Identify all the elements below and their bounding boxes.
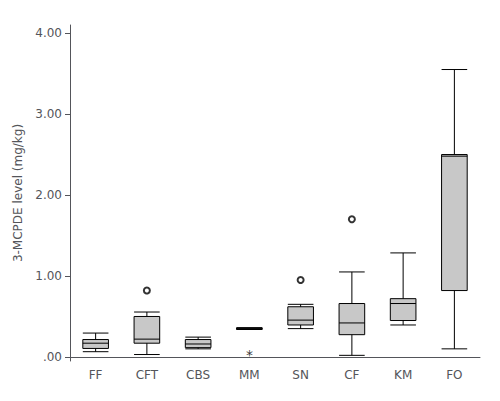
svg-text:CF: CF — [344, 368, 359, 382]
svg-text:4.00: 4.00 — [35, 26, 62, 40]
svg-text:SN: SN — [292, 368, 309, 382]
svg-text:CFT: CFT — [136, 368, 159, 382]
svg-text:MM: MM — [239, 368, 260, 382]
svg-text:1.00: 1.00 — [35, 269, 62, 283]
svg-text:.00: .00 — [43, 350, 62, 364]
svg-text:FF: FF — [89, 368, 103, 382]
svg-text:3-MCPDE level (mg/kg): 3-MCPDE level (mg/kg) — [11, 124, 25, 262]
svg-text:KM: KM — [394, 368, 412, 382]
svg-text:3.00: 3.00 — [35, 107, 62, 121]
svg-text:FO: FO — [446, 368, 462, 382]
svg-text:CBS: CBS — [186, 368, 210, 382]
svg-text:*: * — [246, 347, 253, 363]
svg-text:2.00: 2.00 — [35, 188, 62, 202]
